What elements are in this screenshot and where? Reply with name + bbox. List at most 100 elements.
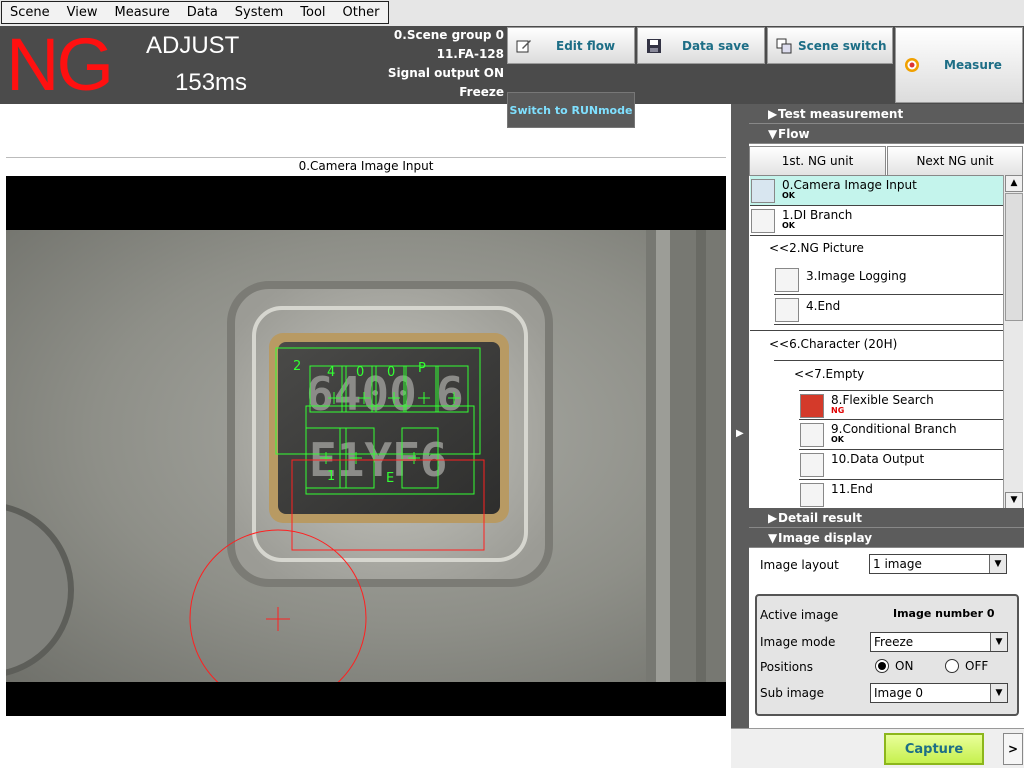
test-measurement-title: Test measurement: [778, 107, 904, 121]
pencil-icon: [516, 39, 531, 52]
flow-section[interactable]: ▼ Flow: [749, 124, 1024, 144]
measure-target-icon: [905, 58, 919, 72]
data-save-button[interactable]: Data save: [637, 27, 765, 64]
flow-group-ng-picture[interactable]: <<2.NG Picture: [769, 241, 864, 255]
chevron-down-icon: ▼: [990, 684, 1007, 702]
menu-tool[interactable]: Tool: [300, 5, 326, 20]
unit-name: 4.End: [806, 299, 841, 313]
capture-button[interactable]: Capture: [884, 733, 984, 765]
separator: [750, 330, 1004, 331]
flow-unit-8[interactable]: 8.Flexible Search NG: [799, 390, 1004, 420]
end-icon: [800, 483, 824, 507]
expand-arrow-icon[interactable]: ▶: [736, 428, 744, 439]
flow-group-character[interactable]: <<6.Character (20H): [769, 337, 898, 351]
unit-name: 0.Camera Image Input: [782, 178, 917, 192]
measure-button[interactable]: Measure: [895, 27, 1023, 103]
mode-label: ADJUST: [146, 32, 240, 59]
overlay-char-5: P: [418, 361, 426, 376]
unit-result: OK: [782, 221, 795, 230]
flow-unit-3[interactable]: 3.Image Logging: [774, 265, 1004, 295]
bottom-bar: Capture >: [731, 728, 1024, 768]
menu-measure[interactable]: Measure: [114, 5, 170, 20]
menu-scene[interactable]: Scene: [10, 5, 50, 20]
sub-image-value: Image 0: [874, 686, 924, 700]
positions-off-radio[interactable]: [945, 659, 959, 673]
panel-splitter[interactable]: ▶: [731, 104, 749, 768]
right-panel: ▶ Test measurement ▼ Flow 1st. NG unit N…: [749, 104, 1024, 728]
unit-name: 1.DI Branch: [782, 208, 853, 222]
menu-system[interactable]: System: [234, 5, 284, 20]
signal-output-label: Signal output ON: [387, 66, 504, 80]
flow-group-empty[interactable]: <<7.Empty: [794, 367, 865, 381]
judgement-result: NG: [6, 23, 114, 106]
end-icon: [775, 298, 799, 322]
image-display-section[interactable]: ▼ Image display: [749, 528, 1024, 548]
switch-to-run-mode-button[interactable]: Switch to RUNmode: [507, 92, 635, 128]
flow-unit-4[interactable]: 4.End: [774, 295, 1004, 325]
menu-data[interactable]: Data: [186, 5, 218, 20]
unit-name: 10.Data Output: [831, 452, 925, 466]
workpiece-image: 6400 6 E1YF6: [6, 230, 726, 682]
scroll-up-icon[interactable]: ▲: [1005, 175, 1023, 192]
image-mode-label: Image mode: [760, 635, 836, 649]
flow-unit-11[interactable]: 11.End: [799, 480, 1004, 509]
menu-other[interactable]: Other: [342, 5, 380, 20]
camera-image: 6400 6 E1YF6 2 4 0: [6, 230, 726, 682]
scroll-thumb[interactable]: [1005, 193, 1023, 321]
processing-time: 153ms: [175, 69, 248, 96]
test-measurement-section[interactable]: ▶ Test measurement: [749, 104, 1024, 124]
unit-name: 11.End: [831, 482, 873, 496]
scene-switch-label: Scene switch: [798, 38, 887, 53]
flow-unit-0[interactable]: 0.Camera Image Input OK: [750, 176, 1004, 206]
measure-label: Measure: [944, 58, 1002, 72]
data-output-icon: [800, 453, 824, 477]
flow-title: Flow: [778, 127, 810, 141]
next-ng-unit-button[interactable]: Next NG unit: [887, 146, 1023, 176]
image-window-title: 0.Camera Image Input: [6, 157, 726, 175]
sub-image-select[interactable]: Image 0 ▼: [870, 683, 1008, 703]
image-layout-value: 1 image: [873, 557, 922, 571]
active-image-label: Active image: [760, 608, 839, 622]
edit-flow-button[interactable]: Edit flow: [507, 27, 635, 64]
image-display-title: Image display: [778, 531, 873, 545]
positions-off-label: OFF: [965, 659, 989, 673]
chevron-down-icon: ▼: [989, 555, 1006, 573]
overlay-char-7: E: [386, 471, 394, 486]
image-logging-icon: [775, 268, 799, 292]
detail-result-title: Detail result: [778, 511, 862, 525]
image-layout-label: Image layout: [760, 558, 839, 572]
flow-unit-9[interactable]: 9.Conditional Branch OK: [799, 420, 1004, 450]
image-settings-panel: Active image Image number 0 Image mode F…: [755, 594, 1019, 716]
first-ng-unit-button[interactable]: 1st. NG unit: [749, 146, 886, 176]
conditional-branch-icon: [800, 423, 824, 447]
camera-icon: [751, 179, 775, 203]
unit-result: NG: [831, 406, 845, 415]
chevron-down-icon: ▼: [990, 633, 1007, 651]
image-mode-value: Freeze: [874, 635, 914, 649]
scene-switch-icon: [776, 38, 792, 53]
image-mode-select[interactable]: Freeze ▼: [870, 632, 1008, 652]
scroll-down-icon[interactable]: ▼: [1005, 492, 1023, 509]
scene-switch-button[interactable]: Scene switch: [767, 27, 893, 64]
flow-unit-10[interactable]: 10.Data Output: [799, 450, 1004, 480]
menu-view[interactable]: View: [66, 5, 98, 20]
menu-list: Scene View Measure Data System Tool Othe…: [1, 1, 390, 24]
camera-image-view[interactable]: 6400 6 E1YF6 2 4 0: [6, 176, 726, 716]
image-layout-select[interactable]: 1 image ▼: [869, 554, 1007, 574]
edit-flow-label: Edit flow: [556, 38, 616, 53]
flow-unit-1[interactable]: 1.DI Branch OK: [750, 206, 1004, 236]
detail-result-section[interactable]: ▶ Detail result: [749, 508, 1024, 528]
flexible-search-icon: [800, 394, 824, 418]
overlay-char-4: 0: [387, 365, 395, 380]
floppy-disk-icon: [647, 38, 661, 53]
flow-unit-list: 0.Camera Image Input OK 1.DI Branch OK <…: [750, 175, 1004, 509]
positions-on-radio[interactable]: [875, 659, 889, 673]
overlay-char-3: 0: [356, 365, 364, 380]
status-header: NG ADJUST 153ms 0.Scene group 0 11.FA-12…: [0, 23, 1024, 128]
collapsed-arrow-icon: ▶: [768, 511, 778, 525]
more-button[interactable]: >: [1003, 733, 1023, 765]
unit-result: OK: [831, 435, 844, 444]
unit-name: 9.Conditional Branch: [831, 422, 957, 436]
flow-scrollbar[interactable]: ▲ ▼: [1003, 175, 1023, 509]
branch-icon: [751, 209, 775, 233]
